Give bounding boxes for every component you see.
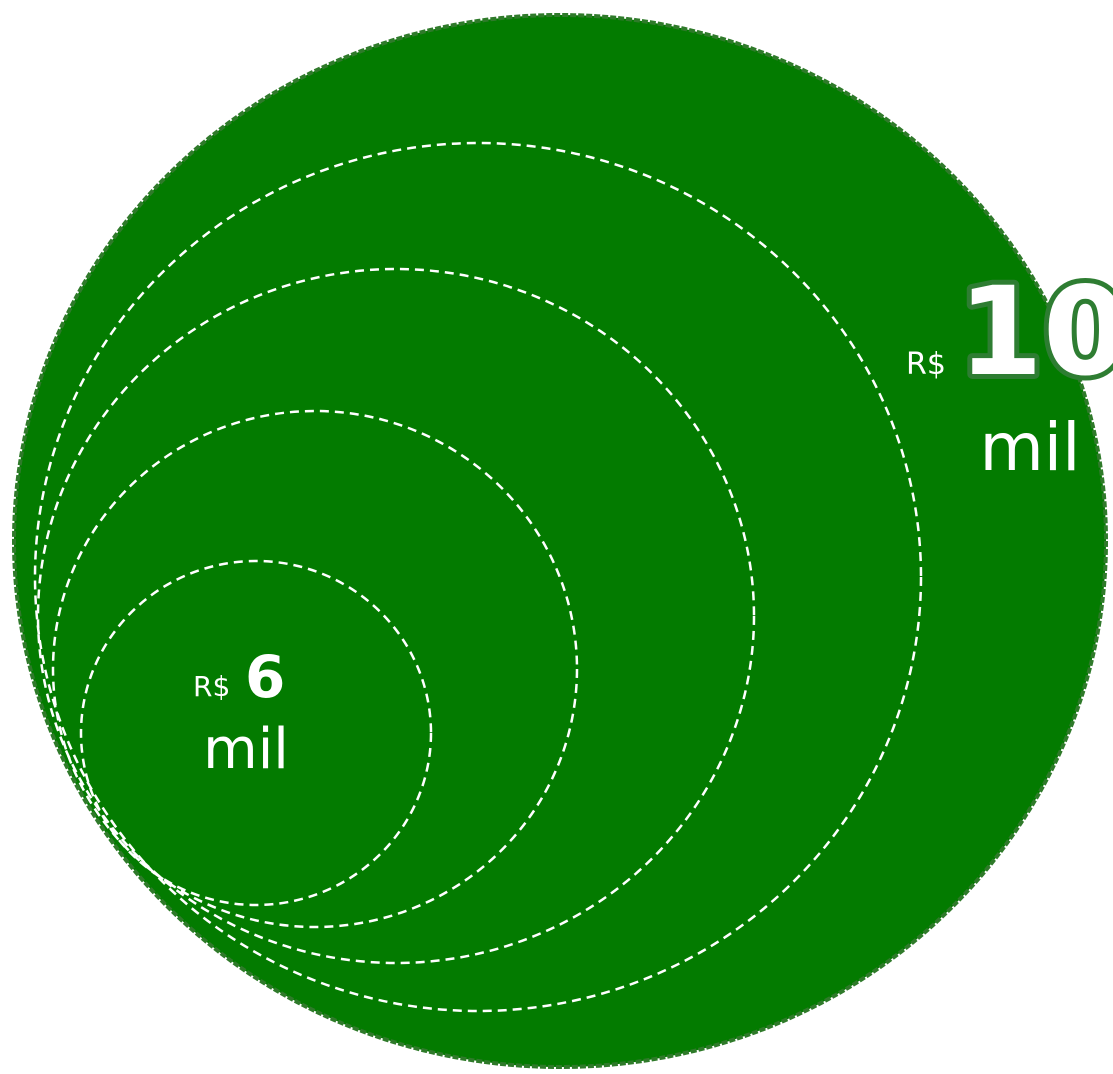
dashed-ring-4 xyxy=(79,559,433,907)
small-unit: mil xyxy=(203,717,289,782)
small-currency: R$ xyxy=(193,670,230,703)
dashed-ring-2 xyxy=(36,267,756,965)
large-value: 10 xyxy=(958,261,1113,403)
small-value: 6 xyxy=(245,643,285,711)
large-value-label: R$ 10 10 mil xyxy=(906,256,1113,486)
outer-disc xyxy=(12,13,1108,1069)
dashed-ring-3 xyxy=(51,409,579,929)
large-currency: R$ xyxy=(906,347,946,382)
large-value-halo: 10 xyxy=(958,261,1113,403)
dashed-ring-1 xyxy=(33,141,923,1013)
small-value-label: R$ 6 mil xyxy=(193,643,289,782)
large-unit: mil xyxy=(980,409,1081,486)
